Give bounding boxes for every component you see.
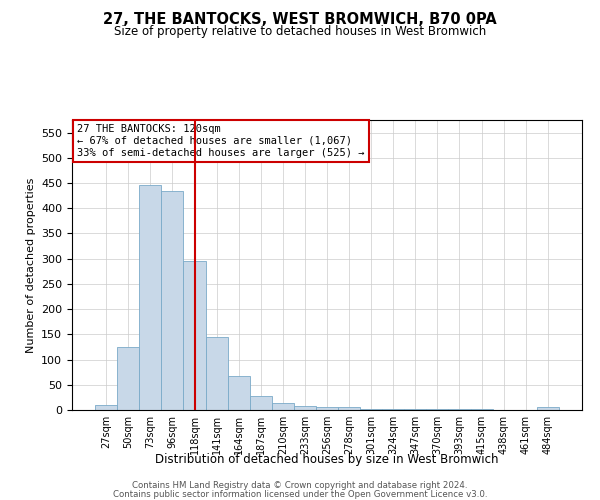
Bar xyxy=(316,407,338,410)
Text: Distribution of detached houses by size in West Bromwich: Distribution of detached houses by size … xyxy=(155,452,499,466)
Bar xyxy=(95,405,117,410)
Bar xyxy=(360,409,382,410)
Y-axis label: Number of detached properties: Number of detached properties xyxy=(26,178,35,352)
Bar xyxy=(139,184,161,410)
Bar xyxy=(382,409,404,410)
Bar xyxy=(537,407,559,410)
Text: Size of property relative to detached houses in West Bromwich: Size of property relative to detached ho… xyxy=(114,25,486,38)
Bar xyxy=(227,376,250,410)
Text: Contains HM Land Registry data © Crown copyright and database right 2024.: Contains HM Land Registry data © Crown c… xyxy=(132,481,468,490)
Text: 27 THE BANTOCKS: 120sqm
← 67% of detached houses are smaller (1,067)
33% of semi: 27 THE BANTOCKS: 120sqm ← 67% of detache… xyxy=(77,124,365,158)
Bar xyxy=(161,190,184,410)
Text: 27, THE BANTOCKS, WEST BROMWICH, B70 0PA: 27, THE BANTOCKS, WEST BROMWICH, B70 0PA xyxy=(103,12,497,28)
Bar xyxy=(338,408,360,410)
Bar xyxy=(250,396,272,410)
Bar xyxy=(206,337,227,410)
Bar xyxy=(294,406,316,410)
Bar xyxy=(184,261,206,410)
Text: Contains public sector information licensed under the Open Government Licence v3: Contains public sector information licen… xyxy=(113,490,487,499)
Bar xyxy=(117,347,139,410)
Bar xyxy=(272,404,294,410)
